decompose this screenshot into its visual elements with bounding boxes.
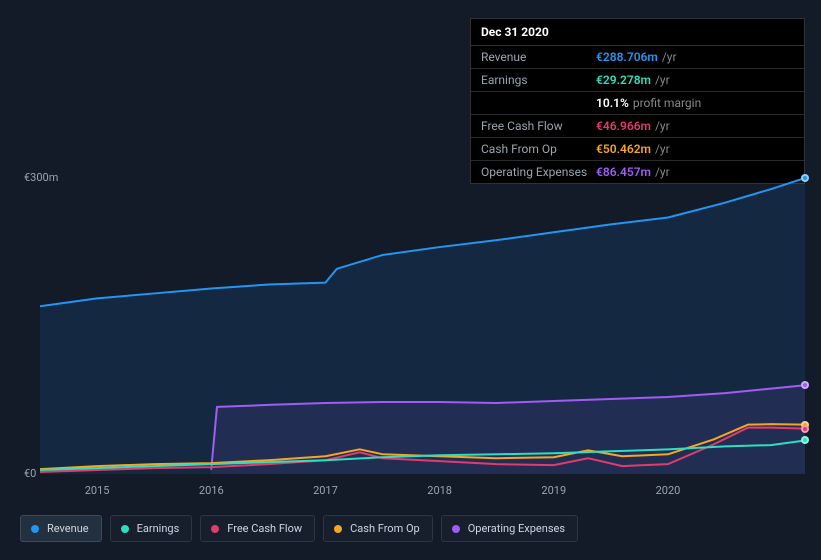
legend-dot-icon: [334, 525, 342, 533]
x-axis-tick: 2019: [541, 484, 566, 497]
tooltip-row-label: Earnings: [481, 73, 596, 87]
tooltip-row-unit: /yr: [655, 165, 670, 179]
legend-dot-icon: [452, 525, 460, 533]
tooltip-row-value: €86.457m: [596, 165, 651, 179]
tooltip-row-label: Revenue: [481, 50, 596, 64]
tooltip-row-unit: /yr: [655, 119, 670, 133]
tooltip-row: Earnings€29.278m/yr: [471, 69, 804, 92]
legend-item-earnings[interactable]: Earnings: [110, 515, 193, 542]
x-axis-tick: 2020: [656, 484, 681, 497]
tooltip-row-value: €29.278m: [596, 73, 651, 87]
tooltip-card: Dec 31 2020 Revenue€288.706m/yrEarnings€…: [470, 18, 805, 184]
legend-dot-icon: [211, 525, 219, 533]
legend-item-revenue[interactable]: Revenue: [20, 515, 102, 542]
series-end-marker-earnings: [801, 436, 809, 444]
tooltip-date: Dec 31 2020: [471, 19, 804, 46]
y-axis-tick: €0: [24, 467, 36, 480]
tooltip-row-value: €50.462m: [596, 142, 651, 156]
x-axis-tick: 2017: [313, 484, 338, 497]
tooltip-row: Free Cash Flow€46.966m/yr: [471, 115, 804, 138]
tooltip-row: Revenue€288.706m/yr: [471, 46, 804, 69]
tooltip-profit-margin-label: profit margin: [633, 96, 701, 110]
tooltip-row-label: Cash From Op: [481, 142, 596, 156]
tooltip-row-label: Operating Expenses: [481, 165, 596, 179]
legend-item-label: Free Cash Flow: [227, 522, 302, 535]
x-axis-tick: 2016: [199, 484, 224, 497]
legend-item-label: Earnings: [137, 522, 180, 535]
legend-item-label: Revenue: [47, 522, 89, 535]
legend-item-label: Operating Expenses: [468, 522, 565, 535]
tooltip-row-value: €46.966m: [596, 119, 651, 133]
legend-dot-icon: [31, 525, 39, 533]
tooltip-row-unit: /yr: [662, 50, 677, 64]
tooltip-row: 10.1% profit margin: [471, 92, 804, 115]
tooltip-profit-margin: 10.1%: [596, 96, 629, 110]
tooltip-row-unit: /yr: [655, 142, 670, 156]
legend: Revenue Earnings Free Cash Flow Cash From O…: [20, 515, 578, 542]
legend-dot-icon: [121, 525, 129, 533]
x-axis-tick: 2015: [85, 484, 110, 497]
legend-item-operating_expenses[interactable]: Operating Expenses: [441, 515, 578, 542]
legend-item-label: Cash From Op: [350, 522, 420, 535]
chart-plot[interactable]: [40, 178, 805, 474]
chart-container: Dec 31 2020 Revenue€288.706m/yrEarnings€…: [0, 0, 821, 560]
series-end-marker-revenue: [801, 174, 809, 182]
tooltip-row-unit: /yr: [655, 73, 670, 87]
tooltip-row-value: €288.706m: [596, 50, 658, 64]
legend-item-cash_from_op[interactable]: Cash From Op: [323, 515, 433, 542]
x-axis-tick: 2018: [427, 484, 452, 497]
x-axis: 2015 2016 2017 2018 2019 2020: [40, 484, 805, 498]
tooltip-row-label: Free Cash Flow: [481, 119, 596, 133]
tooltip-row: Cash From Op€50.462m/yr: [471, 138, 804, 161]
legend-item-free_cash_flow[interactable]: Free Cash Flow: [200, 515, 315, 542]
series-end-marker-operating_expenses: [801, 381, 809, 389]
series-end-marker-free_cash_flow: [801, 425, 809, 433]
